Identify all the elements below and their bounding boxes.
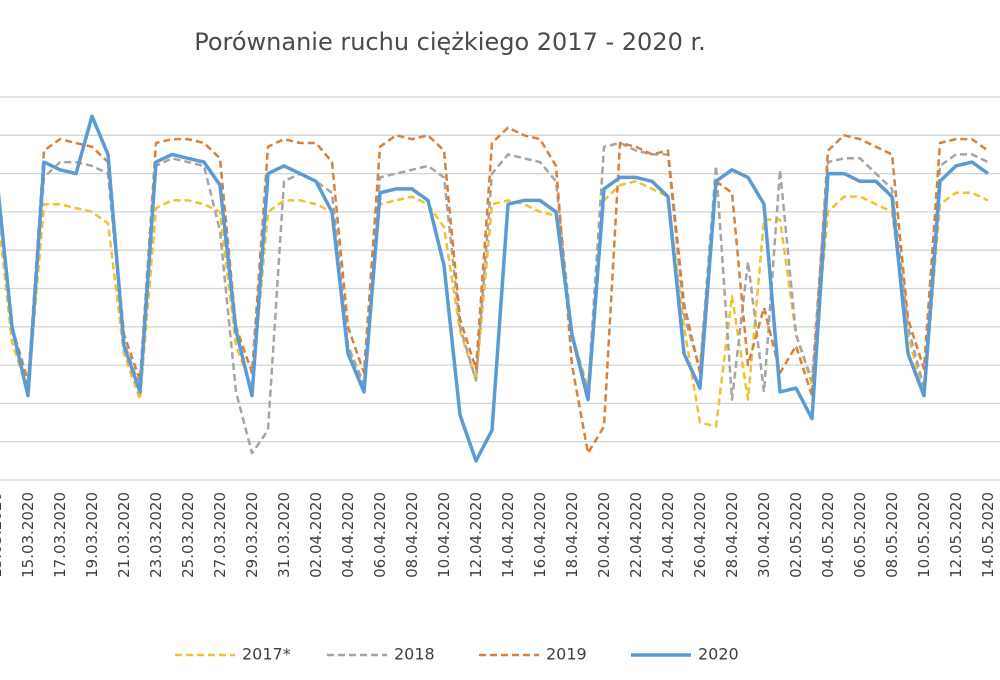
x-tick-label: 15.03.2020 [19,492,37,578]
x-tick-label: 14.05.2020 [979,492,997,578]
legend-label: 2017* [242,645,291,664]
x-tick-label: 19.03.2020 [83,492,101,578]
x-tick-label: 17.03.2020 [51,492,69,578]
x-tick-label: 23.03.2020 [147,492,165,578]
x-tick-label: 12.05.2020 [947,492,965,578]
legend-label: 2018 [394,645,435,664]
x-tick-label: 02.05.2020 [787,492,805,578]
x-tick-label: 27.03.2020 [211,492,229,578]
x-tick-label: 02.04.2020 [307,492,325,578]
x-tick-label: 06.05.2020 [851,492,869,578]
x-tick-label: 24.04.2020 [659,492,677,578]
x-tick-label: 31.03.2020 [275,492,293,578]
x-tick-label: 29.03.2020 [243,492,261,578]
x-tick-label: 25.03.2020 [179,492,197,578]
x-tick-label: 08.05.2020 [883,492,901,578]
x-tick-label: 21.03.2020 [115,492,133,578]
legend: 2017* 2018 2019 2020 [175,645,739,664]
x-tick-label: 30.04.2020 [755,492,773,578]
x-tick-label: 26.04.2020 [691,492,709,578]
x-tick-label: 04.05.2020 [819,492,837,578]
x-tick-label: 22.04.2020 [627,492,645,578]
x-tick-label: 10.04.2020 [435,492,453,578]
x-tick-label: 20.04.2020 [595,492,613,578]
x-tick-label: 13.03.2020 [0,492,5,578]
x-tick-label: 06.04.2020 [371,492,389,578]
series-line [0,114,990,463]
x-tick-label: 14.04.2020 [499,492,517,578]
legend-label: 2019 [546,645,587,664]
x-tick-label: 28.04.2020 [723,492,741,578]
x-tick-label: 12.04.2020 [467,492,485,578]
x-tick-label: 18.04.2020 [563,492,581,578]
grid [0,96,1000,481]
chart-title: Porównanie ruchu ciężkiego 2017 - 2020 r… [194,28,706,56]
plot [0,114,990,463]
x-tick-label: 16.04.2020 [531,492,549,578]
x-axis: 13.03.2020 15.03.2020 17.03.2020 19.03.2020… [0,492,997,578]
x-tick-label: 10.05.2020 [915,492,933,578]
legend-label: 2020 [698,645,739,664]
x-tick-label: 08.04.2020 [403,492,421,578]
x-tick-label: 04.04.2020 [339,492,357,578]
